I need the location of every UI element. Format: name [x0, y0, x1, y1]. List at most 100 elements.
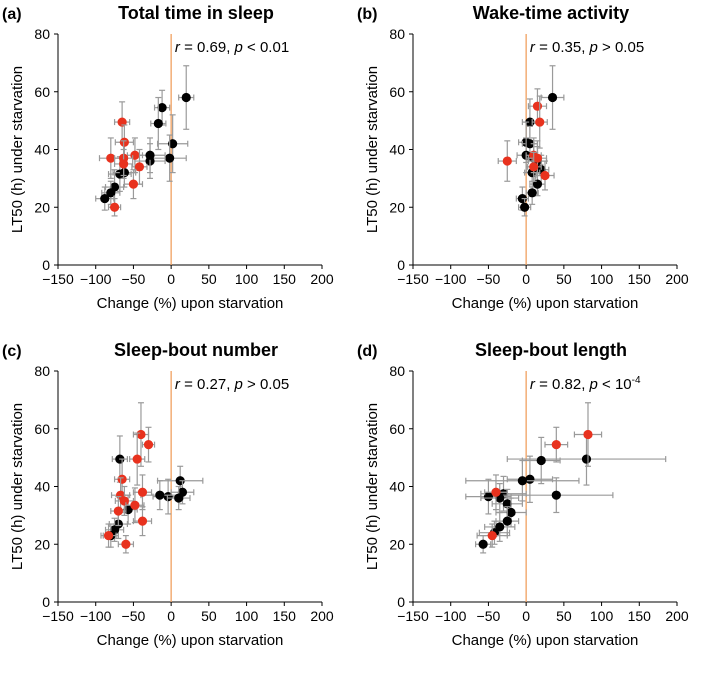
panel-c-sleep-bout-number: (c) Sleep-bout number 0 20 40 60 80 −150 −100 −50… [0, 337, 354, 674]
panel-label: (c) [2, 343, 22, 360]
y-axis-label: LT50 (h) under starvation [364, 66, 381, 233]
data-point-black [547, 92, 558, 103]
y-tick-label: 80 [389, 363, 405, 379]
data-point-black [502, 516, 512, 526]
data-point-red [119, 496, 129, 506]
p-symbol: p [234, 39, 243, 56]
data-point-black [106, 188, 116, 198]
x-tick-label: 200 [665, 608, 689, 624]
y-tick-label: 40 [34, 142, 50, 158]
y-tick-label: 80 [34, 363, 50, 379]
p-value: < 10 [598, 376, 632, 393]
p-value: > 0.05 [243, 376, 289, 393]
y-tick-label: 80 [389, 26, 405, 42]
correlation-annotation: r = 0.27, p > 0.05 [175, 376, 289, 393]
data-point-black [525, 474, 535, 484]
data-point-black [478, 539, 488, 549]
r-symbol: r [175, 39, 181, 56]
data-point-black [527, 188, 537, 198]
data-point-red [130, 500, 140, 510]
data-point-black [506, 507, 516, 518]
x-tick-label: −150 [42, 608, 74, 624]
series-red [497, 88, 555, 191]
r-symbol: r [530, 376, 536, 393]
x-axis-label: Change (%) upon starvation [97, 295, 284, 312]
data-point-red [119, 137, 129, 147]
p-exponent: -4 [632, 375, 641, 386]
data-point-black [525, 139, 535, 149]
x-tick-label: −50 [477, 271, 501, 287]
x-tick-label: 200 [310, 608, 334, 624]
y-tick-label: 20 [389, 536, 405, 552]
r-value: = 0.82, [535, 376, 590, 393]
panel-label: (a) [2, 6, 22, 23]
chart-title: Sleep-bout number [114, 340, 278, 360]
chart-title: Sleep-bout length [475, 340, 627, 360]
data-point-red [128, 179, 139, 189]
data-point-black [100, 193, 110, 204]
data-point-black [153, 118, 163, 129]
correlation-annotation: r = 0.35, p > 0.05 [530, 39, 644, 56]
r-value: = 0.35, [535, 39, 590, 56]
p-value: > 0.05 [598, 39, 644, 56]
data-point-black [145, 150, 155, 160]
data-point-red [491, 487, 501, 497]
data-point-black [163, 492, 173, 502]
x-tick-label: 200 [310, 271, 334, 287]
data-point-red [551, 440, 561, 450]
y-tick-label: 60 [389, 421, 405, 437]
data-point-black [181, 92, 191, 103]
scatter-chart: (d) Sleep-bout length 0 20 40 60 80 −150 −100 −50… [357, 340, 689, 649]
data-point-red [117, 474, 127, 484]
y-tick-label: 20 [389, 199, 405, 215]
x-tick-label: −100 [435, 608, 467, 624]
data-point-red [532, 101, 543, 111]
x-tick-label: 50 [556, 271, 572, 287]
y-tick-label: 0 [397, 257, 405, 273]
x-tick-label: 150 [628, 271, 652, 287]
data-point-red [109, 202, 120, 212]
y-tick-label: 0 [397, 594, 405, 610]
data-point-red [134, 162, 145, 172]
p-symbol: p [589, 376, 598, 393]
y-axis-label: LT50 (h) under starvation [9, 403, 26, 570]
data-point-red [529, 162, 539, 172]
scatter-chart: (c) Sleep-bout number 0 20 40 60 80 −150 −100 −50… [2, 340, 334, 649]
x-tick-label: 50 [201, 608, 217, 624]
y-tick-label: 60 [34, 84, 50, 100]
x-tick-label: 150 [273, 271, 297, 287]
data-point-black [157, 103, 167, 113]
data-point-red [502, 156, 512, 166]
y-tick-label: 0 [42, 594, 50, 610]
chart-title: Total time in sleep [118, 3, 274, 23]
data-point-black [517, 476, 527, 486]
data-point-red [136, 429, 146, 440]
x-tick-label: 150 [628, 608, 652, 624]
x-tick-label: 0 [522, 271, 530, 287]
data-point-black [155, 490, 165, 500]
x-tick-label: 100 [235, 608, 259, 624]
data-point-black [551, 490, 561, 500]
x-tick-label: −50 [122, 608, 146, 624]
x-tick-label: 50 [201, 271, 217, 287]
series-red [98, 101, 148, 217]
x-tick-label: 100 [235, 271, 259, 287]
x-tick-label: −150 [42, 271, 74, 287]
x-tick-label: −150 [397, 608, 429, 624]
data-point-red [532, 153, 543, 163]
y-tick-label: 40 [389, 142, 405, 158]
data-point-red [103, 530, 114, 541]
y-tick-label: 60 [34, 421, 50, 437]
series-red [100, 402, 156, 554]
x-axis-label: Change (%) upon starvation [452, 295, 639, 312]
x-tick-label: 100 [590, 271, 614, 287]
data-point-red [540, 170, 550, 181]
scatter-chart: (a) Total time in sleep 0 20 40 60 80 −150 −100−… [2, 3, 334, 312]
p-symbol: p [234, 376, 243, 393]
y-tick-label: 60 [389, 84, 405, 100]
data-point-red [113, 506, 123, 516]
data-point-black [536, 455, 546, 466]
x-tick-label: 0 [167, 271, 175, 287]
p-symbol: p [589, 39, 598, 56]
y-axis-label: LT50 (h) under starvation [9, 66, 26, 233]
